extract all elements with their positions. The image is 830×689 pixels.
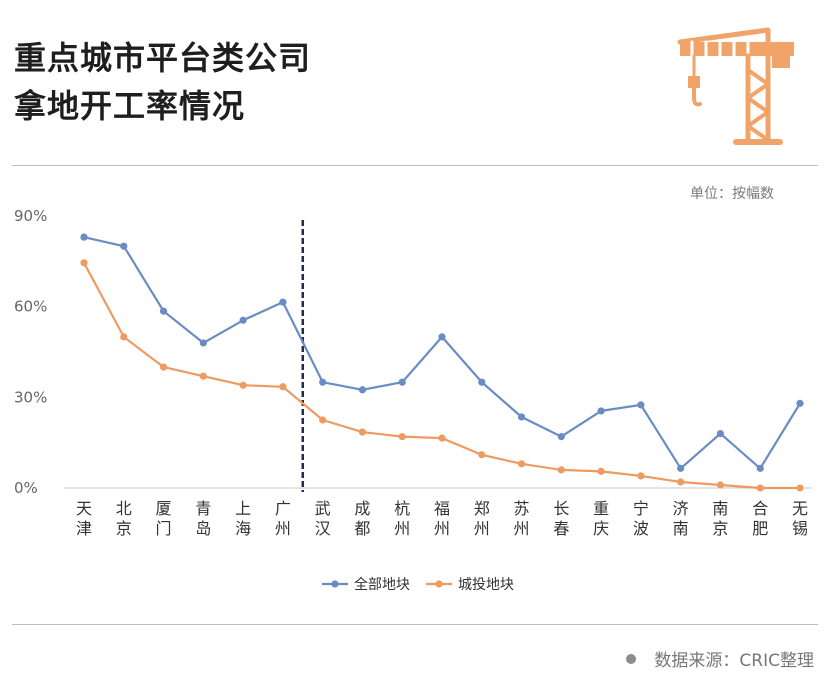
x-tick-label: 肥	[752, 519, 768, 538]
x-tick-label: 济	[673, 499, 689, 518]
x-tick-label: 苏	[514, 499, 530, 518]
x-tick-label: 上	[235, 499, 251, 518]
x-tick-label: 京	[712, 519, 728, 538]
x-tick-label: 郑	[474, 499, 490, 518]
dot-icon	[626, 653, 637, 664]
x-tick-label: 长	[553, 499, 569, 518]
x-tick-label: 成	[354, 499, 370, 518]
x-tick-label: 岛	[195, 519, 211, 538]
series-line-1	[83, 236, 801, 470]
x-tick-label: 京	[116, 519, 132, 538]
source-text: 数据来源：CRIC整理	[654, 651, 814, 671]
x-tick-label: 州	[514, 519, 530, 538]
legend-label: 全部地块	[354, 576, 410, 593]
data-point	[239, 316, 247, 324]
series-line-2	[83, 262, 800, 490]
data-point	[677, 464, 685, 472]
x-tick-label: 福	[434, 499, 450, 518]
data-point	[398, 433, 406, 441]
x-tick-label: 北	[116, 499, 132, 518]
data-point	[199, 339, 207, 347]
unit-label: 单位：按幅数	[690, 186, 774, 202]
data-point	[716, 481, 725, 489]
legend-marker	[435, 580, 443, 588]
data-point	[557, 466, 565, 474]
x-tick-label: 门	[156, 519, 172, 538]
x-tick-label: 海	[235, 519, 251, 538]
data-point	[199, 372, 207, 380]
x-tick-label: 南	[712, 499, 728, 518]
data-point	[716, 430, 725, 438]
x-tick-label: 津	[76, 519, 92, 538]
y-tick-label: 90%	[14, 207, 47, 225]
title-line-2: 拿地开工率情况	[14, 87, 246, 125]
data-point	[120, 242, 128, 250]
y-tick-label: 0%	[14, 479, 38, 497]
x-tick-label: 重	[593, 499, 609, 518]
x-tick-label: 庆	[593, 519, 609, 538]
data-point	[796, 484, 804, 492]
x-tick-label: 都	[354, 519, 370, 538]
data-point	[517, 460, 526, 468]
x-tick-label: 波	[633, 519, 649, 538]
data-point	[597, 467, 605, 475]
data-point	[557, 433, 565, 441]
data-point	[438, 333, 446, 341]
x-tick-label: 汉	[315, 519, 331, 538]
x-tick-label: 广	[275, 499, 291, 518]
legend-marker	[331, 580, 339, 588]
data-point	[279, 383, 287, 391]
data-point	[478, 378, 486, 386]
x-tick-label: 州	[275, 519, 291, 538]
legend-label: 城投地块	[458, 577, 514, 593]
x-tick-label: 青	[195, 499, 211, 518]
data-point	[478, 451, 486, 459]
x-tick-label: 天	[76, 499, 92, 518]
data-point	[120, 333, 128, 341]
title-line-1: 重点城市平台类公司	[14, 39, 312, 77]
data-point	[159, 363, 168, 371]
data-point	[756, 464, 764, 472]
data-point	[756, 484, 764, 492]
x-tick-label: 州	[434, 519, 450, 538]
data-point	[279, 298, 287, 306]
data-point	[80, 233, 88, 241]
x-tick-label: 宁	[633, 499, 649, 518]
source-note: 数据来源：CRIC整理	[626, 646, 814, 671]
bottom-divider	[12, 624, 818, 625]
y-tick-label: 60%	[14, 298, 47, 316]
x-tick-label: 武	[315, 499, 331, 518]
data-point	[398, 378, 406, 386]
data-point	[159, 307, 168, 315]
data-point	[677, 478, 685, 486]
x-tick-label: 杭	[394, 499, 410, 518]
data-point	[80, 259, 88, 267]
data-point	[239, 381, 247, 389]
data-point	[438, 434, 446, 442]
y-tick-label: 30%	[14, 388, 47, 406]
data-point	[319, 416, 327, 424]
data-point	[637, 472, 645, 480]
x-tick-label: 州	[394, 519, 410, 538]
top-divider	[12, 165, 818, 166]
data-point	[517, 413, 526, 421]
data-point	[319, 378, 327, 386]
data-point	[796, 399, 804, 407]
x-tick-label: 州	[474, 519, 490, 538]
x-tick-label: 南	[673, 519, 689, 538]
x-tick-label: 锡	[792, 519, 808, 538]
data-point	[597, 407, 605, 415]
x-tick-label: 春	[553, 519, 569, 538]
x-tick-label: 厦	[156, 499, 172, 518]
crane-icon	[677, 27, 794, 145]
x-tick-label: 无	[792, 499, 808, 518]
data-point	[637, 401, 645, 409]
chart-title: 重点城市平台类公司 拿地开工率情况	[14, 34, 311, 130]
data-point	[358, 428, 367, 436]
x-tick-label: 合	[752, 499, 768, 518]
data-point	[358, 386, 367, 394]
